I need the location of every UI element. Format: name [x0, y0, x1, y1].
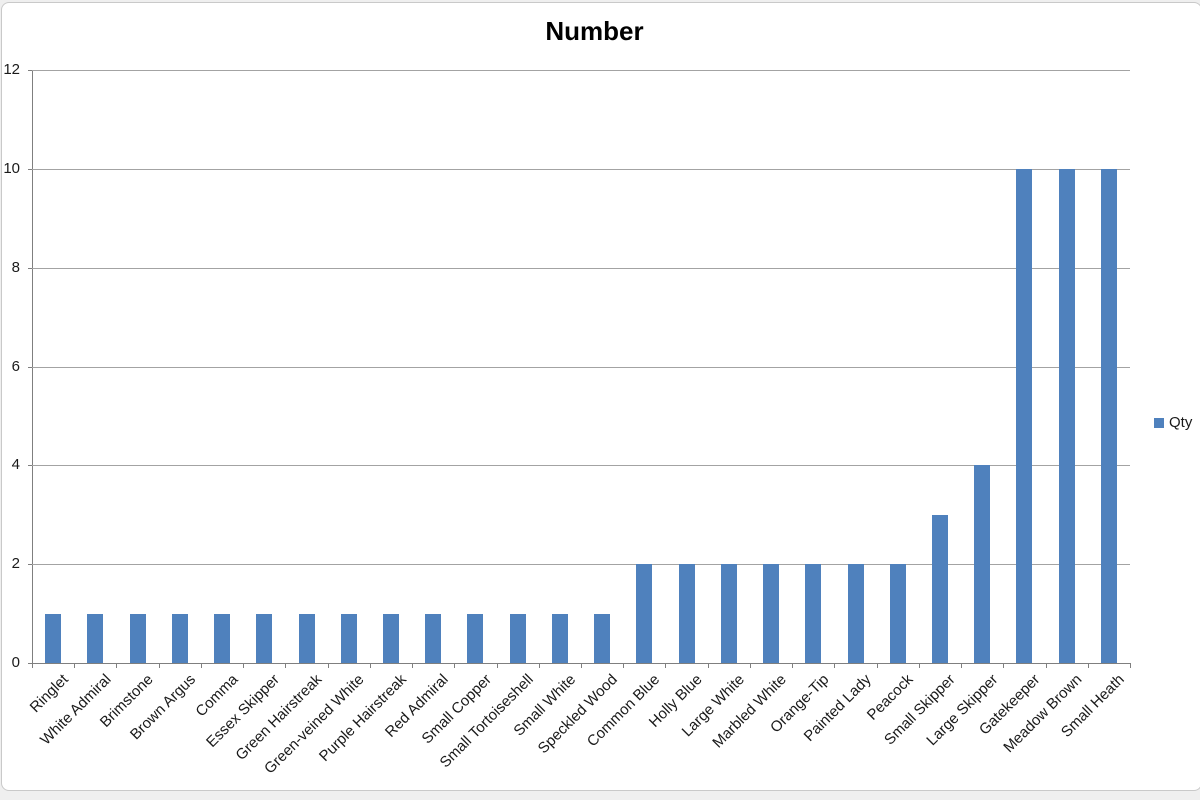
gridline	[32, 168, 1130, 170]
x-axis-category-label-text: Essex Skipper	[203, 671, 284, 751]
x-axis-category-label-text: Marbled White	[709, 671, 791, 752]
bar	[1058, 168, 1075, 663]
x-axis-tick	[327, 664, 329, 668]
bar	[467, 613, 484, 663]
gridline	[32, 267, 1130, 269]
bar	[87, 613, 104, 663]
bar	[425, 613, 442, 663]
bar	[1016, 168, 1033, 663]
gridline	[32, 70, 1130, 71]
bar	[931, 514, 948, 663]
bar	[214, 613, 231, 663]
legend-marker-icon	[1154, 417, 1164, 428]
gridline	[32, 564, 1130, 566]
bar	[340, 613, 357, 663]
bar	[763, 564, 780, 663]
bar	[298, 613, 315, 663]
x-axis-tick	[792, 664, 794, 668]
gridline	[32, 366, 1130, 368]
bar	[636, 564, 653, 663]
y-axis-tick	[28, 168, 32, 170]
x-axis-tick	[496, 664, 498, 668]
x-axis-tick	[581, 664, 582, 668]
x-axis-tick	[749, 664, 751, 668]
x-axis-tick	[538, 664, 540, 668]
x-axis-tick	[200, 664, 202, 668]
x-axis-tick	[1003, 664, 1005, 668]
x-axis-tick	[1087, 664, 1089, 668]
y-axis-tick	[28, 366, 32, 368]
legend-label: Qty	[1169, 414, 1193, 431]
x-axis-line	[32, 663, 1131, 664]
x-axis-tick	[158, 664, 160, 668]
x-axis-tick	[32, 664, 33, 668]
y-axis-tick	[28, 267, 32, 269]
bar	[847, 564, 864, 663]
x-axis-tick	[116, 664, 118, 668]
x-axis-tick	[876, 664, 878, 668]
y-axis-tick-label: 6	[11, 357, 20, 375]
x-axis-tick	[918, 664, 920, 668]
bar	[889, 564, 906, 663]
bar	[382, 613, 399, 663]
y-axis-tick-label: 12	[3, 61, 20, 78]
legend: Qty	[1154, 414, 1192, 431]
plot-area	[32, 70, 1130, 663]
bar	[1100, 168, 1117, 663]
y-axis-tick	[28, 70, 32, 71]
bar	[129, 613, 146, 663]
x-axis-tick	[243, 664, 245, 668]
x-axis-tick	[369, 664, 371, 668]
x-axis-tick	[412, 664, 414, 668]
bar	[720, 564, 737, 663]
y-axis-tick-label: 0	[11, 654, 20, 671]
y-axis-tick	[28, 564, 32, 566]
y-axis-tick-label: 2	[11, 555, 20, 573]
x-axis-tick	[707, 664, 709, 668]
bar	[805, 564, 822, 663]
y-axis-tick-label: 4	[11, 456, 20, 474]
bar	[678, 564, 695, 663]
bar	[974, 465, 991, 663]
bar	[594, 613, 611, 663]
x-axis-tick	[454, 664, 456, 668]
chart-title: Number	[545, 16, 644, 46]
x-axis-tick	[834, 664, 836, 668]
y-axis-tick-label: 8	[11, 258, 20, 276]
bar	[171, 613, 188, 663]
bar	[509, 613, 526, 663]
x-axis-tick	[665, 664, 667, 668]
x-axis-tick	[1045, 664, 1047, 668]
y-axis-tick	[28, 663, 32, 664]
x-axis-tick	[1130, 664, 1131, 668]
bar	[256, 613, 273, 663]
gridline	[32, 465, 1130, 467]
x-axis-tick	[623, 664, 625, 668]
bar	[551, 613, 568, 663]
x-axis-tick	[961, 664, 963, 668]
x-axis-tick	[285, 664, 287, 668]
bar	[45, 613, 62, 663]
x-axis-tick	[74, 664, 76, 668]
y-axis-tick-label: 10	[3, 159, 20, 177]
y-axis-tick	[28, 465, 32, 467]
